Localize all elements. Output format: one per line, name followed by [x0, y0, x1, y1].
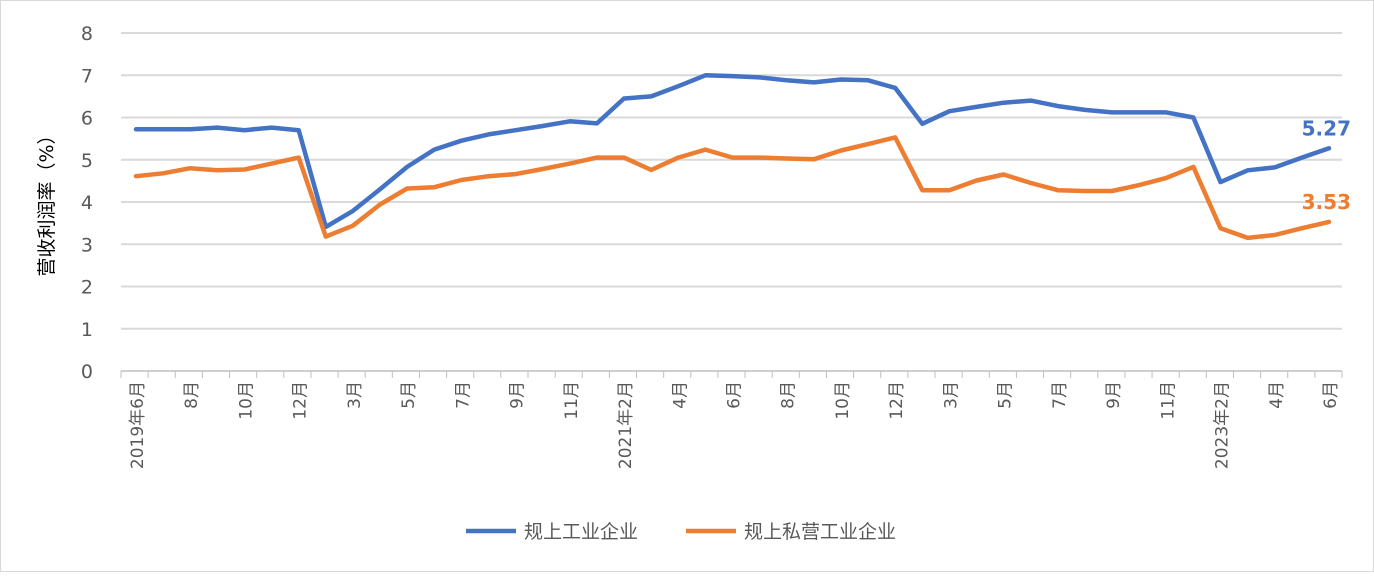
x-tick-label: 8月: [779, 381, 799, 409]
x-tick-label: 6月: [1321, 381, 1341, 409]
end-data-label: 5.27: [1302, 116, 1351, 140]
x-tick-label: 8月: [182, 381, 202, 409]
y-axis-label: 营收利润率（%）: [36, 125, 58, 276]
x-tick-label: 4月: [1267, 381, 1287, 409]
x-tick-label: 9月: [508, 381, 528, 409]
x-tick-label: 11月: [1158, 381, 1178, 420]
legend: 规上工业企业 规上私营工业企业: [466, 521, 896, 543]
y-axis-ticks: 0 1 2 3 4 5 6 7 8: [81, 23, 93, 383]
series-lines: 5.27 3.53: [136, 75, 1351, 238]
x-tick-label: 12月: [887, 381, 907, 420]
legend-item: 规上工业企业: [466, 521, 638, 543]
x-tick-label: 2021年2月: [616, 381, 636, 469]
legend-item: 规上私营工业企业: [686, 521, 896, 543]
end-data-label: 3.53: [1302, 190, 1351, 214]
y-tick-label: 0: [81, 361, 93, 383]
x-tick-label: 2019年6月: [128, 381, 148, 469]
x-tick-label: 10月: [833, 381, 853, 420]
x-tick-label: 4月: [670, 381, 690, 409]
legend-label: 规上私营工业企业: [744, 521, 896, 543]
x-tick-label: 3月: [345, 381, 365, 409]
x-tick-label: 7月: [1050, 381, 1070, 409]
x-tick-label: 3月: [941, 381, 961, 409]
y-tick-label: 2: [81, 277, 93, 299]
x-tick-label: 5月: [996, 381, 1016, 409]
x-tick-label: 10月: [236, 381, 256, 420]
x-tick-label: 12月: [291, 381, 311, 420]
x-tick-label: 11月: [562, 381, 582, 420]
y-tick-label: 5: [81, 150, 93, 172]
x-tick-label: 5月: [399, 381, 419, 409]
x-tick-label: 6月: [725, 381, 745, 409]
legend-label: 规上工业企业: [524, 521, 638, 543]
x-tick-label: 7月: [453, 381, 473, 409]
y-tick-label: 6: [81, 108, 93, 130]
x-axis: 2019年6月 8月 10月 12月 3月 5月 7月 9月 11月 2021年2月 4月 6月 8月 1…: [121, 371, 1342, 469]
y-tick-label: 7: [81, 65, 93, 87]
x-tick-label: 2023年2月: [1213, 381, 1233, 469]
y-tick-label: 1: [81, 319, 93, 341]
y-tick-label: 4: [81, 192, 93, 214]
y-tick-label: 3: [81, 234, 93, 256]
y-tick-label: 8: [81, 23, 93, 45]
x-tick-label: 9月: [1104, 381, 1124, 409]
